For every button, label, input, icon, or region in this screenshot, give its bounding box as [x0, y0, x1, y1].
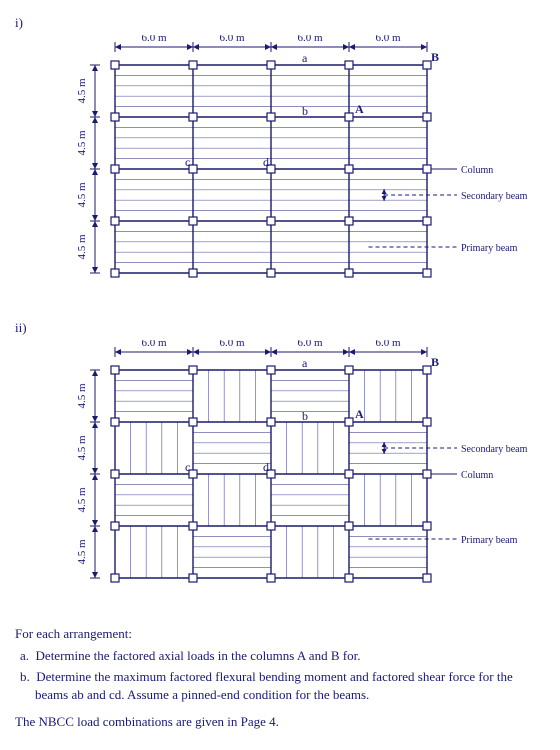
svg-text:6.0 m: 6.0 m: [297, 340, 323, 349]
svg-text:4.5 m: 4.5 m: [76, 182, 88, 208]
svg-text:a: a: [302, 51, 308, 65]
figure-i: 6.0 m 6.0 m 6.0 m 6.0 m 4.5 m 4.5 m 4.5 m 4.5 m…: [75, 35, 545, 295]
svg-text:b: b: [302, 104, 308, 118]
svg-text:6.0 m: 6.0 m: [297, 35, 323, 44]
svg-text:Secondary beam: Secondary beam: [461, 191, 528, 202]
svg-text:B: B: [431, 50, 439, 64]
svg-text:Column: Column: [461, 470, 493, 481]
question-block: For each arrangement: a. Determine the f…: [15, 625, 545, 731]
question-a: a. Determine the factored axial loads in…: [15, 647, 545, 665]
svg-text:d: d: [263, 155, 269, 169]
svg-text:c: c: [185, 155, 190, 169]
part-ii-label: ii): [15, 320, 545, 336]
svg-text:4.5 m: 4.5 m: [76, 383, 88, 409]
question-b: b. Determine the maximum factored flexur…: [15, 668, 545, 703]
question-b-text: Determine the maximum factored flexural …: [35, 669, 513, 702]
svg-text:4.5 m: 4.5 m: [76, 234, 88, 260]
svg-text:Secondary beam: Secondary beam: [461, 444, 528, 455]
svg-text:4.5 m: 4.5 m: [76, 487, 88, 513]
svg-text:6.0 m: 6.0 m: [375, 340, 401, 349]
svg-text:4.5 m: 4.5 m: [76, 539, 88, 565]
svg-text:B: B: [431, 355, 439, 369]
svg-text:4.5 m: 4.5 m: [76, 78, 88, 104]
question-footer: The NBCC load combinations are given in …: [15, 713, 545, 731]
svg-text:6.0 m: 6.0 m: [219, 340, 245, 349]
svg-text:6.0 m: 6.0 m: [219, 35, 245, 44]
svg-text:6.0 m: 6.0 m: [141, 35, 167, 44]
svg-text:4.5 m: 4.5 m: [76, 130, 88, 156]
svg-text:a: a: [302, 356, 308, 370]
part-i-label: i): [15, 15, 545, 31]
floorplan-i-svg: 6.0 m 6.0 m 6.0 m 6.0 m 4.5 m 4.5 m 4.5 m 4.5 m…: [75, 35, 550, 295]
svg-text:A: A: [355, 407, 364, 421]
svg-text:d: d: [263, 460, 269, 474]
figure-ii: 6.0 m 6.0 m 6.0 m 6.0 m 4.5 m 4.5 m 4.5 m 4.5 m…: [75, 340, 545, 600]
svg-text:Primary beam: Primary beam: [461, 535, 518, 546]
svg-text:A: A: [355, 102, 364, 116]
floorplan-ii-svg: 6.0 m 6.0 m 6.0 m 6.0 m 4.5 m 4.5 m 4.5 m 4.5 m…: [75, 340, 550, 600]
svg-text:c: c: [185, 460, 190, 474]
svg-text:Column: Column: [461, 165, 493, 176]
svg-text:6.0 m: 6.0 m: [141, 340, 167, 349]
svg-text:b: b: [302, 409, 308, 423]
svg-text:Primary beam: Primary beam: [461, 243, 518, 254]
svg-text:6.0 m: 6.0 m: [375, 35, 401, 44]
question-a-text: Determine the factored axial loads in th…: [36, 648, 361, 663]
svg-text:4.5 m: 4.5 m: [76, 435, 88, 461]
question-intro: For each arrangement:: [15, 625, 545, 643]
